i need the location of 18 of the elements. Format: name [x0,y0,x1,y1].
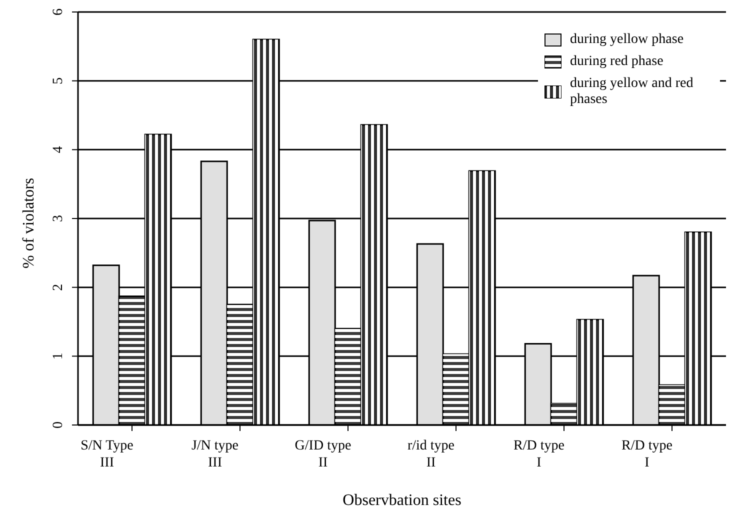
legend-label: during yellow and red phases [570,76,694,108]
legend-label: during red phase [570,54,664,70]
x-tick-label: R/D type I [622,438,672,470]
x-tick-label: R/D type I [514,438,564,470]
y-tick-label: 0 [51,422,66,428]
y-tick-label: 2 [51,284,66,291]
x-tick-label: J/N type III [191,438,239,470]
x-tick-label: S/N Type III [80,438,134,470]
y-tick-label: 5 [51,77,66,84]
y-axis-title: % of violators [20,178,38,268]
y-tick-label: 4 [51,146,66,154]
legend-label: during yellow phase [570,32,684,48]
y-tick-label: 3 [51,215,66,222]
x-axis-title: Observbation sites [342,492,462,509]
y-tick-label: 6 [51,8,66,16]
x-tick-label: G/ID type II [294,438,352,470]
y-tick-label: 1 [51,352,66,360]
x-tick-label: r/id type II [407,438,455,470]
